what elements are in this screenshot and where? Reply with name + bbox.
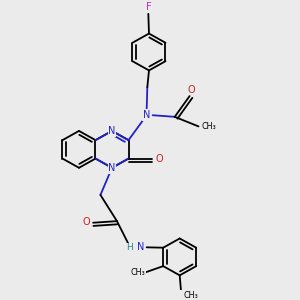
Text: N: N <box>143 110 150 120</box>
Text: N: N <box>137 242 144 252</box>
Text: N: N <box>108 163 116 173</box>
Text: N: N <box>108 126 116 136</box>
Text: H: H <box>126 244 133 253</box>
Text: CH₃: CH₃ <box>201 122 216 131</box>
Text: F: F <box>146 2 151 12</box>
Text: CH₃: CH₃ <box>130 268 145 277</box>
Text: CH₃: CH₃ <box>184 291 199 300</box>
Text: O: O <box>188 85 195 95</box>
Text: O: O <box>82 217 90 227</box>
Text: O: O <box>156 154 164 164</box>
